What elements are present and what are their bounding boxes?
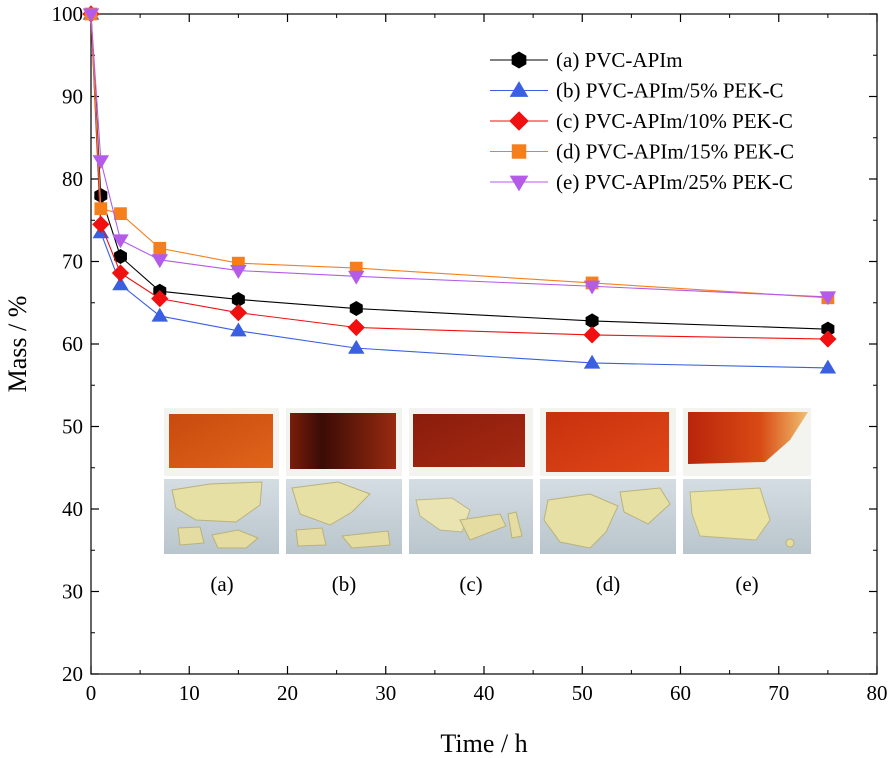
data-point — [92, 215, 110, 233]
inset-film-d — [546, 412, 669, 472]
inset-film-e — [688, 412, 808, 464]
data-point — [821, 321, 835, 337]
legend-entry: (e) PVC-APIm/25% PEK-C — [490, 170, 793, 194]
series-e — [82, 8, 837, 306]
y-tick-label: 20 — [62, 662, 83, 686]
legend-marker — [509, 175, 529, 192]
data-point — [819, 330, 837, 348]
inset-fragment-e1 — [689, 487, 771, 541]
x-tick-label: 20 — [277, 681, 298, 705]
inset-fragment-c2 — [459, 513, 507, 541]
data-point — [349, 301, 363, 317]
series-line — [90, 13, 828, 340]
inset-film-b — [290, 413, 396, 469]
data-point — [819, 291, 837, 306]
x-tick-label: 30 — [375, 681, 396, 705]
data-point — [583, 326, 601, 344]
inset-film-c — [413, 414, 525, 467]
data-point — [114, 207, 127, 221]
data-point — [585, 313, 599, 329]
x-tick-label: 10 — [179, 681, 200, 705]
legend-label: (d) PVC-APIm/15% PEK-C — [556, 140, 794, 164]
legend-entry: (a) PVC-APIm — [490, 48, 683, 72]
data-point — [347, 318, 365, 337]
inset-fragment-b1 — [291, 481, 371, 526]
inset-fragment-c1 — [415, 497, 471, 533]
x-tick-label: 60 — [670, 681, 691, 705]
inset-fragment-d1 — [543, 493, 619, 549]
x-tick-label: 0 — [86, 681, 97, 705]
y-tick-label: 70 — [62, 250, 83, 274]
data-point — [229, 304, 247, 322]
series-line — [90, 13, 828, 298]
series-c — [82, 5, 837, 348]
legend-label: (e) PVC-APIm/25% PEK-C — [556, 170, 793, 194]
inset-fragment-c3 — [507, 511, 523, 539]
inset-fragment-e2 — [785, 538, 795, 548]
legend-label: (c) PVC-APIm/10% PEK-C — [556, 109, 793, 133]
data-point — [112, 276, 129, 291]
series-line — [90, 13, 828, 369]
legend-entry: (c) PVC-APIm/10% PEK-C — [490, 109, 793, 133]
y-axis-title: Mass / % — [3, 296, 32, 393]
series-layer — [82, 5, 837, 374]
inset-label: (d) — [596, 572, 621, 596]
inset-label: (e) — [735, 572, 758, 596]
x-axis-title: Time / h — [440, 729, 527, 758]
inset-fragment-b3 — [341, 530, 391, 549]
inset-fragment-b2 — [295, 527, 327, 547]
x-tick-label: 70 — [768, 681, 789, 705]
y-tick-label: 50 — [62, 415, 83, 439]
data-point — [583, 280, 601, 295]
legend: (a) PVC-APIm (b) PVC-APIm/5% PEK-C (c) PVC… — [490, 48, 794, 194]
data-point — [112, 234, 129, 249]
data-point — [92, 155, 110, 170]
data-point — [82, 8, 100, 23]
inset-fragment-d2 — [619, 487, 671, 525]
legend-entry: (b) PVC-APIm/5% PEK-C — [490, 79, 784, 103]
y-tick-label: 30 — [62, 580, 83, 604]
data-point — [151, 254, 169, 269]
x-tick-label: 40 — [474, 681, 495, 705]
data-point — [151, 290, 169, 308]
data-point — [111, 264, 130, 282]
data-point — [348, 270, 365, 285]
data-point — [819, 359, 837, 374]
data-point — [94, 202, 108, 216]
legend-marker — [509, 111, 529, 131]
y-tick-label: 90 — [62, 85, 83, 109]
y-tick-label: 80 — [62, 167, 83, 191]
inset-fragment-a2 — [177, 526, 205, 546]
x-tick-label: 50 — [572, 681, 593, 705]
inset-labels: (a) (b) (c) (d) (e) — [210, 572, 758, 596]
legend-marker — [511, 144, 527, 159]
data-point — [231, 291, 245, 307]
data-point — [113, 249, 127, 265]
data-point — [230, 322, 247, 337]
data-point — [151, 307, 169, 322]
legend-entry: (d) PVC-APIm/15% PEK-C — [490, 140, 794, 164]
inset-label: (c) — [459, 572, 482, 596]
legend-label: (a) PVC-APIm — [556, 48, 683, 72]
y-tick-label: 100 — [52, 2, 84, 26]
inset-label: (b) — [332, 572, 357, 596]
legend-label: (b) PVC-APIm/5% PEK-C — [556, 79, 784, 103]
data-point — [153, 241, 167, 255]
x-tick-label: 80 — [867, 681, 888, 705]
inset-photos: (a) (b) (c) (d) (e) — [164, 408, 811, 596]
legend-marker — [509, 81, 529, 97]
data-point — [583, 354, 601, 369]
inset-film-a — [169, 414, 273, 468]
inset-fragment-a3 — [211, 529, 259, 549]
inset-label: (a) — [210, 572, 233, 596]
y-tick-label: 40 — [62, 497, 83, 521]
data-point — [94, 188, 108, 203]
y-tick-label: 60 — [62, 332, 83, 356]
data-point — [230, 264, 247, 279]
axes: 0 10 20 30 40 50 60 70 80 20 30 40 50 60 70 80 90 100 Time… — [3, 2, 888, 758]
legend-marker — [511, 51, 527, 69]
data-point — [348, 339, 365, 354]
inset-fragment-a1 — [171, 481, 263, 523]
